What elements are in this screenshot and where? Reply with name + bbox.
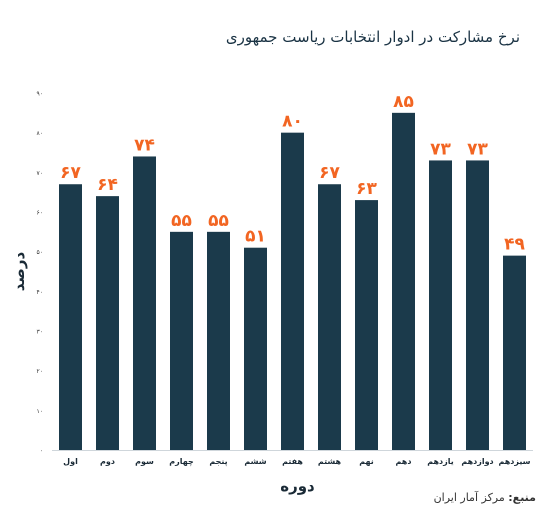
bar (170, 231, 193, 450)
source-note: منبع: مرکز آمار ایران (434, 491, 536, 504)
x-tick-label: دوم (100, 457, 115, 466)
bar-value-label: ۷۴ (134, 135, 155, 155)
bar (59, 184, 82, 450)
bar-value-label: ۵۵ (208, 211, 229, 231)
y-tick-label: ۶۰ (37, 210, 43, 217)
bar-value-label: ۶۷ (319, 163, 340, 183)
source-label: منبع: (508, 491, 536, 504)
y-tick-label: ۸۰ (37, 130, 43, 137)
bar-value-label: ۴۹ (504, 235, 525, 255)
bar-value-label: ۶۳ (356, 179, 377, 199)
bar (429, 160, 452, 450)
y-tick-label: ۲۰ (37, 368, 43, 375)
x-tick-label: چهارم (169, 457, 194, 466)
y-tick-label: ۱۰ (37, 408, 43, 415)
bar (281, 132, 304, 450)
x-tick-label: نهم (359, 457, 374, 466)
x-tick-label: پنجم (209, 457, 227, 466)
x-axis-title: دوره (280, 477, 315, 495)
x-tick-label: سوم (135, 457, 154, 466)
bar-value-label: ۵۱ (245, 227, 266, 247)
bar (318, 184, 341, 450)
x-tick-label: ششم (244, 457, 266, 466)
y-axis-title: درصد (10, 251, 28, 291)
x-tick-label: هشتم (318, 457, 342, 466)
y-tick-label: ۹۰ (37, 91, 43, 98)
bar (207, 231, 230, 450)
source-text: مرکز آمار ایران (433, 491, 505, 504)
bar (503, 255, 526, 450)
bar-value-label: ۷۳ (467, 139, 488, 159)
x-tick-label: هفتم (282, 457, 303, 466)
bar (392, 112, 415, 450)
y-tick-label: ۰ (40, 448, 43, 455)
x-tick-label: اول (63, 457, 78, 466)
y-tick-label: ۵۰ (37, 249, 43, 256)
y-tick-label: ۷۰ (37, 170, 43, 177)
y-tick-label: ۳۰ (37, 329, 43, 336)
x-tick-label: دهم (396, 457, 412, 466)
chart-title: نرخ مشارکت در ادوار انتخابات ریاست جمهور… (225, 28, 520, 46)
x-tick-label: دوازدهم (461, 457, 493, 466)
bar-value-label: ۷۳ (430, 139, 451, 159)
bar-value-label: ۸۵ (393, 92, 414, 112)
bar (96, 196, 119, 450)
x-tick-label: سیزدهم (498, 457, 530, 466)
bar (133, 156, 156, 450)
y-tick-label: ۴۰ (37, 289, 43, 296)
bar-value-label: ۶۴ (97, 175, 118, 195)
bar-value-label: ۶۷ (60, 163, 81, 183)
bar (355, 200, 378, 450)
bar-value-label: ۸۰ (282, 112, 303, 132)
bar (244, 247, 267, 450)
bar (466, 160, 489, 450)
x-tick-label: یازدهم (427, 457, 454, 466)
bar-value-label: ۵۵ (171, 211, 192, 231)
